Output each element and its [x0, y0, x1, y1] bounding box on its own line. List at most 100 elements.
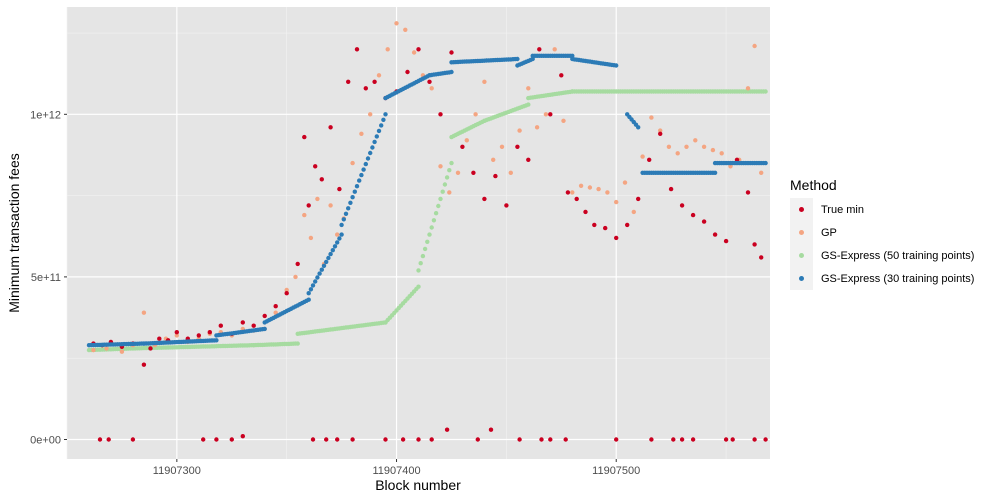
data-point [763, 437, 768, 442]
data-point [471, 170, 476, 175]
data-point [416, 437, 421, 442]
legend-marker [799, 230, 804, 235]
data-point [491, 157, 496, 162]
data-point [614, 437, 619, 442]
data-point [339, 232, 344, 237]
data-point [308, 287, 314, 292]
data-point [341, 217, 346, 222]
legend: Method True min GP GS-Express (50 training… [790, 177, 974, 290]
data-point [587, 185, 593, 190]
data-point [315, 275, 320, 280]
data-point [436, 203, 441, 209]
data-point [745, 86, 751, 91]
data-point [565, 190, 571, 195]
data-point [332, 244, 338, 249]
data-point [429, 225, 434, 230]
data-point [719, 151, 724, 156]
data-point [438, 196, 443, 202]
data-point [317, 271, 322, 276]
data-point [517, 437, 522, 442]
data-point [559, 73, 564, 78]
data-point [379, 123, 384, 128]
data-point [201, 437, 206, 442]
data-point [622, 180, 628, 185]
data-point [313, 279, 318, 284]
x-tick-label: 11907500 [592, 465, 640, 477]
data-point [370, 145, 375, 150]
data-point [444, 427, 450, 432]
data-point [106, 437, 111, 442]
data-point [350, 160, 355, 166]
data-point [385, 47, 390, 52]
data-point [394, 21, 399, 26]
legend-label: True min [821, 204, 864, 216]
data-point [416, 284, 421, 289]
data-point [427, 232, 432, 237]
data-point [563, 437, 568, 442]
data-point [759, 255, 764, 260]
data-point [763, 89, 768, 94]
data-point [431, 218, 437, 223]
data-point [119, 349, 125, 354]
data-point [493, 173, 498, 179]
data-point [675, 151, 680, 156]
legend-marker [799, 253, 804, 258]
legend-label: GP [821, 227, 837, 239]
data-point [357, 178, 362, 183]
data-point [429, 437, 434, 442]
data-point [313, 164, 318, 169]
data-point [251, 323, 256, 328]
data-point [350, 437, 355, 442]
data-point [679, 203, 685, 208]
data-point [411, 50, 417, 55]
data-point [723, 437, 729, 442]
data-point [649, 115, 654, 120]
data-point [605, 190, 610, 195]
data-point [328, 125, 333, 130]
data-point [310, 437, 316, 442]
data-point [207, 330, 212, 335]
legend-marker [799, 207, 804, 212]
data-point [449, 69, 454, 75]
data-point [728, 164, 733, 169]
data-point [229, 437, 234, 442]
data-point [352, 189, 357, 194]
data-point [534, 125, 540, 130]
data-point [361, 167, 366, 172]
data-point [141, 310, 147, 315]
y-axis-title: Minimum transaction fees [6, 153, 22, 313]
legend-item: GS-Express (30 training points) [790, 267, 974, 290]
data-point [455, 170, 461, 175]
data-point [335, 232, 340, 237]
data-point [464, 138, 469, 143]
data-point [574, 196, 579, 202]
data-point [130, 437, 136, 442]
data-point [684, 144, 689, 149]
data-point [578, 183, 584, 188]
data-point [640, 154, 645, 159]
data-point [365, 156, 371, 161]
data-point [416, 47, 421, 52]
data-point [475, 437, 480, 442]
data-point [631, 209, 636, 215]
data-point [359, 172, 364, 178]
data-point [433, 211, 439, 216]
data-point [425, 239, 430, 244]
data-point [346, 79, 351, 85]
data-point [339, 222, 344, 228]
data-point [649, 437, 654, 442]
x-axis-title: Block number [375, 477, 461, 493]
data-point [583, 209, 588, 215]
data-point [302, 212, 307, 218]
data-point [368, 112, 373, 117]
data-point [515, 144, 520, 149]
data-point [526, 86, 531, 91]
data-point [444, 175, 450, 180]
legend-item: GP [790, 221, 837, 244]
data-point [552, 47, 557, 52]
data-point [712, 170, 718, 175]
data-point [614, 199, 619, 205]
data-point [712, 232, 718, 237]
data-point [306, 297, 311, 302]
